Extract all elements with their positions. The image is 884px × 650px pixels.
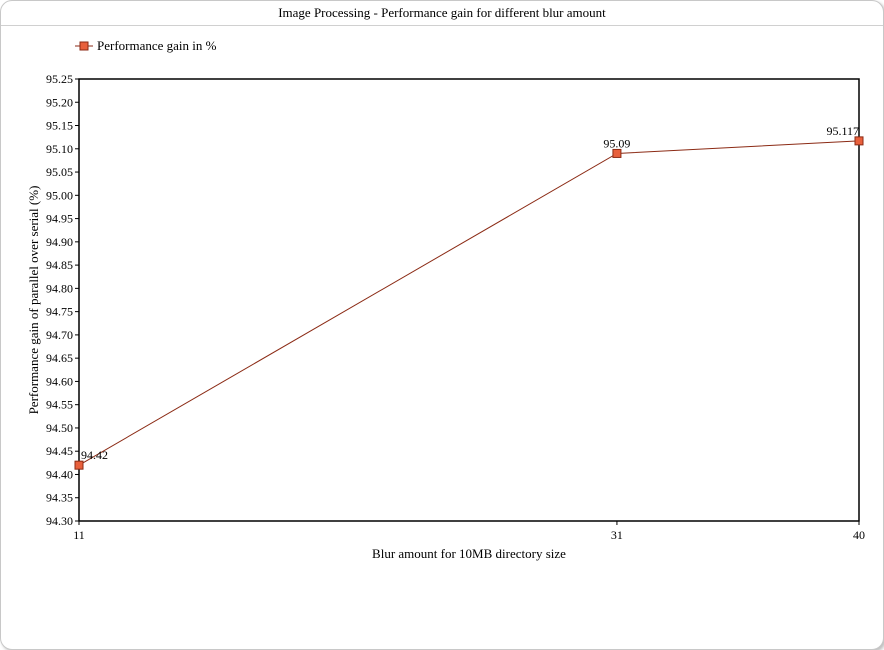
x-axis-title: Blur amount for 10MB directory size [372, 546, 566, 561]
data-label: 95.09 [603, 136, 630, 150]
y-tick-label: 94.90 [46, 235, 73, 249]
x-tick-label: 40 [853, 528, 865, 542]
series-markers [74, 136, 864, 470]
legend-label: Performance gain in % [97, 38, 217, 53]
y-tick-label: 95.25 [46, 72, 73, 86]
y-tick-label: 95.10 [46, 142, 73, 156]
data-point-marker [612, 148, 622, 158]
y-tick-label: 95.15 [46, 119, 73, 133]
x-axis: 11 31 40 [73, 521, 865, 542]
data-label: 95.117 [826, 124, 859, 138]
y-tick-label: 94.45 [46, 444, 73, 458]
y-tick-label: 95.05 [46, 165, 73, 179]
y-tick-label: 94.35 [46, 491, 73, 505]
y-axis-title: Performance gain of parallel over serial… [26, 186, 41, 415]
y-tick-label: 94.95 [46, 212, 73, 226]
chart-title: Image Processing - Performance gain for … [1, 1, 883, 26]
y-tick-label: 94.40 [46, 467, 73, 481]
y-tick-label: 95.20 [46, 95, 73, 109]
y-tick-label: 94.50 [46, 421, 73, 435]
x-tick-label: 31 [611, 528, 623, 542]
y-tick-label: 94.65 [46, 351, 73, 365]
data-point-marker [854, 136, 864, 146]
data-point-marker [74, 460, 84, 470]
x-tick-label: 11 [73, 528, 85, 542]
y-tick-label: 94.70 [46, 328, 73, 342]
y-tick-label: 94.55 [46, 398, 73, 412]
legend-marker-swatch [79, 41, 89, 51]
legend: Performance gain in % [75, 38, 217, 53]
y-axis: 94.30 94.35 94.40 94.45 94.50 94.55 94.60 94.65… [46, 72, 79, 528]
y-tick-label: 94.75 [46, 305, 73, 319]
data-labels: 94.42 95.09 95.117 [81, 124, 859, 462]
plot-area [78, 78, 860, 522]
y-tick-label: 94.30 [46, 514, 73, 528]
y-tick-label: 94.80 [46, 281, 73, 295]
y-tick-label: 94.85 [46, 258, 73, 272]
y-tick-label: 94.60 [46, 374, 73, 388]
series-line [78, 140, 860, 466]
data-label: 94.42 [81, 448, 108, 462]
y-tick-label: 95.00 [46, 188, 73, 202]
